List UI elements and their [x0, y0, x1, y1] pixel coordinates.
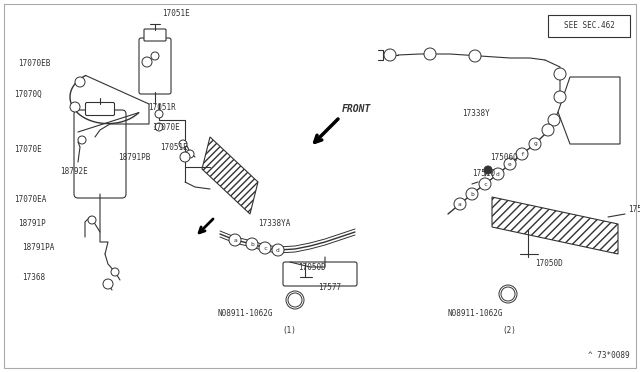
Text: 17051E: 17051E [162, 10, 189, 19]
Circle shape [179, 140, 187, 148]
Circle shape [246, 238, 258, 250]
FancyBboxPatch shape [144, 29, 166, 41]
Circle shape [88, 216, 96, 224]
FancyBboxPatch shape [139, 38, 171, 94]
Circle shape [384, 49, 396, 61]
Text: 18791P: 18791P [18, 219, 45, 228]
Text: 18792E: 18792E [60, 167, 88, 176]
Circle shape [229, 234, 241, 246]
Text: N: N [506, 291, 510, 297]
Text: a: a [458, 202, 462, 206]
Text: 17338Y: 17338Y [462, 109, 490, 119]
Circle shape [151, 52, 159, 60]
FancyBboxPatch shape [283, 262, 357, 286]
Text: N08911-1062G: N08911-1062G [218, 310, 273, 318]
Text: FRONT: FRONT [342, 104, 371, 114]
Circle shape [155, 110, 163, 118]
Text: 17070Q: 17070Q [14, 90, 42, 99]
Circle shape [78, 136, 86, 144]
Text: g: g [533, 141, 537, 147]
Circle shape [103, 279, 113, 289]
Text: 18791PB: 18791PB [118, 153, 150, 161]
Text: (1): (1) [282, 326, 296, 334]
Text: 17368: 17368 [22, 273, 45, 282]
Text: 17070E: 17070E [152, 122, 180, 131]
Circle shape [529, 138, 541, 150]
Polygon shape [558, 77, 620, 144]
Text: 17070EB: 17070EB [18, 60, 51, 68]
Circle shape [272, 244, 284, 256]
Text: c: c [263, 246, 267, 250]
Circle shape [501, 287, 515, 301]
Circle shape [288, 293, 302, 307]
FancyBboxPatch shape [74, 110, 126, 198]
FancyBboxPatch shape [86, 103, 115, 115]
Text: 18791PA: 18791PA [22, 243, 54, 251]
Text: a: a [233, 237, 237, 243]
Polygon shape [202, 137, 258, 214]
FancyBboxPatch shape [4, 4, 636, 368]
Text: 17510: 17510 [472, 170, 495, 179]
Text: 17506Q: 17506Q [490, 153, 518, 161]
Circle shape [75, 77, 85, 87]
Text: c: c [483, 182, 487, 186]
Text: N08911-1062G: N08911-1062G [448, 310, 504, 318]
Circle shape [259, 242, 271, 254]
Text: 17050D: 17050D [535, 260, 563, 269]
Circle shape [492, 168, 504, 180]
Text: 17050D: 17050D [298, 263, 326, 272]
Circle shape [180, 152, 190, 162]
Text: f: f [520, 151, 524, 157]
Text: 17070EA: 17070EA [14, 196, 46, 205]
Circle shape [111, 268, 119, 276]
Text: b: b [250, 241, 254, 247]
Text: SEE SEC.462: SEE SEC.462 [564, 22, 614, 31]
Text: d: d [276, 247, 280, 253]
Circle shape [516, 148, 528, 160]
Text: 17051R: 17051R [148, 103, 176, 112]
Circle shape [554, 68, 566, 80]
Circle shape [484, 166, 492, 174]
Text: d: d [496, 171, 500, 176]
Circle shape [554, 91, 566, 103]
Polygon shape [492, 197, 618, 254]
FancyBboxPatch shape [548, 15, 630, 37]
Circle shape [70, 102, 80, 112]
Circle shape [466, 188, 478, 200]
Circle shape [424, 48, 436, 60]
Text: 17577: 17577 [318, 282, 341, 292]
Circle shape [142, 57, 152, 67]
Text: (2): (2) [502, 326, 516, 334]
Text: b: b [470, 192, 474, 196]
Circle shape [548, 114, 560, 126]
Text: 17576: 17576 [628, 205, 640, 215]
Text: 17338YA: 17338YA [258, 219, 291, 228]
Text: ^ 73*0089: ^ 73*0089 [588, 351, 630, 360]
Circle shape [469, 50, 481, 62]
Text: N: N [293, 297, 297, 303]
Circle shape [542, 124, 554, 136]
Circle shape [186, 150, 194, 158]
Circle shape [454, 198, 466, 210]
Circle shape [155, 123, 163, 131]
Circle shape [504, 158, 516, 170]
Circle shape [479, 178, 491, 190]
Text: 17051E: 17051E [160, 142, 188, 151]
Text: e: e [508, 161, 512, 167]
Text: 17070E: 17070E [14, 145, 42, 154]
